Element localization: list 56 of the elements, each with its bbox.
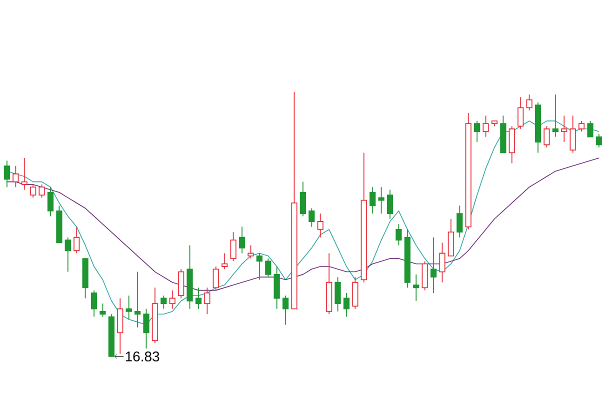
candlestick bbox=[378, 186, 384, 214]
candlestick bbox=[570, 114, 576, 153]
candlestick bbox=[230, 231, 236, 262]
candlestick bbox=[126, 294, 132, 320]
candlestick bbox=[456, 204, 463, 238]
candlestick bbox=[117, 298, 124, 354]
candlestick bbox=[343, 292, 350, 318]
candlestick bbox=[317, 212, 324, 238]
candlestick bbox=[74, 226, 80, 254]
candlestick bbox=[90, 290, 98, 318]
candlestick bbox=[178, 268, 184, 298]
candlestick bbox=[30, 184, 36, 198]
candlestick bbox=[561, 114, 568, 142]
candlestick bbox=[413, 274, 420, 302]
candlestick bbox=[47, 186, 54, 216]
candlestick bbox=[212, 266, 219, 291]
candlestick bbox=[386, 189, 394, 220]
candlestick bbox=[21, 157, 28, 190]
candlestick bbox=[352, 276, 358, 310]
candlestick bbox=[474, 120, 480, 142]
candlestick bbox=[169, 290, 176, 310]
candlestick bbox=[587, 120, 594, 138]
candlestick bbox=[422, 260, 428, 291]
candlestick bbox=[578, 120, 585, 132]
candlestick bbox=[508, 126, 515, 164]
candlestick bbox=[256, 252, 262, 280]
candlestick bbox=[100, 302, 106, 318]
candlestick bbox=[222, 252, 228, 270]
candlestick bbox=[204, 287, 210, 314]
candlestick bbox=[439, 242, 446, 283]
candlestick bbox=[195, 287, 202, 310]
candlestick bbox=[64, 236, 71, 272]
candlestick bbox=[334, 276, 341, 312]
candlestick bbox=[282, 294, 289, 325]
candlestick bbox=[248, 244, 254, 259]
candlestick bbox=[238, 226, 246, 254]
candlestick bbox=[38, 184, 45, 198]
candlestick bbox=[396, 224, 402, 246]
candlestick bbox=[4, 160, 10, 188]
candlestick bbox=[300, 181, 306, 216]
candlestick bbox=[544, 126, 550, 148]
candlestick bbox=[526, 94, 532, 111]
candlestick bbox=[448, 218, 454, 256]
candlestick bbox=[274, 266, 280, 310]
candlestick bbox=[518, 96, 524, 130]
candlestick bbox=[265, 258, 272, 278]
candlestick bbox=[430, 236, 437, 294]
candlestick bbox=[134, 271, 141, 328]
candlestick bbox=[308, 208, 315, 228]
annotation: 16.83 bbox=[126, 351, 160, 362]
candlestick bbox=[12, 165, 19, 188]
candlestick bbox=[160, 294, 167, 310]
candlestick bbox=[370, 186, 376, 214]
candlestick bbox=[482, 114, 489, 138]
candlestick bbox=[143, 308, 150, 349]
candlestick bbox=[552, 94, 558, 138]
